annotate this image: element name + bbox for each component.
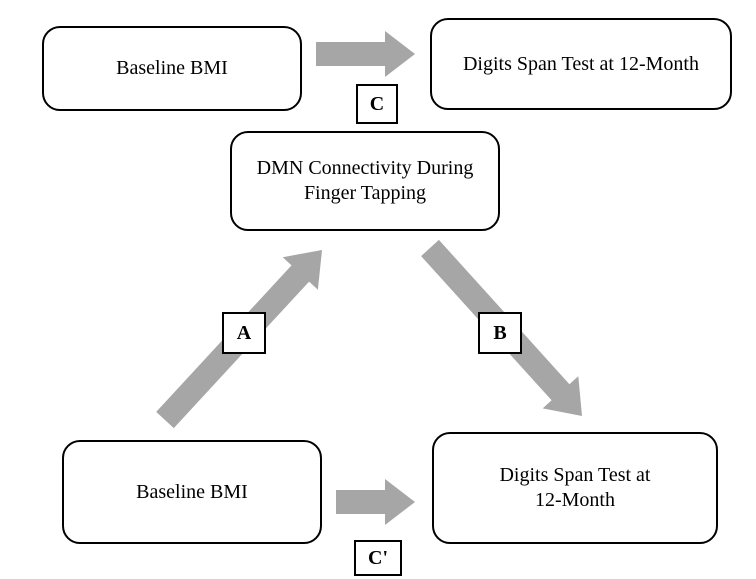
diagram-canvas: Baseline BMI Digits Span Test at 12-Mont… xyxy=(0,0,756,579)
label-text: C' xyxy=(368,547,388,570)
node-label: Digits Span Test at 12-Month xyxy=(455,48,707,81)
label-text: C xyxy=(370,93,384,116)
path-label-a: A xyxy=(222,312,266,354)
node-digits-span-bottom: Digits Span Test at12-Month xyxy=(432,432,718,544)
node-baseline-bmi-bottom: Baseline BMI xyxy=(62,440,322,544)
node-baseline-bmi-top: Baseline BMI xyxy=(42,26,302,111)
path-label-c: C xyxy=(356,84,398,124)
node-digits-span-top: Digits Span Test at 12-Month xyxy=(430,18,732,110)
node-label: Digits Span Test at12-Month xyxy=(491,459,658,517)
path-label-b: B xyxy=(478,312,522,354)
node-dmn-connectivity: DMN Connectivity During Finger Tapping xyxy=(230,131,500,231)
label-text: A xyxy=(237,322,251,345)
path-label-c-prime: C' xyxy=(354,540,402,576)
arrow-C_top xyxy=(316,31,415,77)
node-label: DMN Connectivity During Finger Tapping xyxy=(232,152,498,210)
node-label: Baseline BMI xyxy=(128,476,256,509)
node-label: Baseline BMI xyxy=(108,52,236,85)
label-text: B xyxy=(493,322,506,345)
arrow-Cprime xyxy=(336,479,415,525)
